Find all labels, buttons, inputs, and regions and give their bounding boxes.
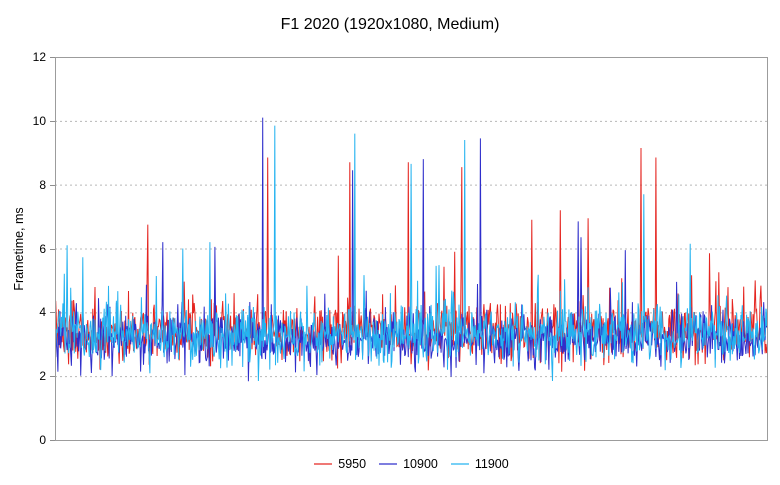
y-tick-mark-4 <box>50 312 55 313</box>
legend-item-10900: 10900 <box>379 457 438 471</box>
y-tick-label-10: 10 <box>32 113 46 128</box>
legend-line-icon <box>450 463 469 465</box>
y-tick-label-4: 4 <box>39 305 46 320</box>
y-tick-mark-10 <box>50 121 55 122</box>
y-tick-mark-6 <box>50 249 55 250</box>
y-tick-mark-2 <box>50 376 55 377</box>
legend-line-icon <box>314 463 333 465</box>
series-line-11900 <box>55 125 768 382</box>
y-tick-label-0: 0 <box>39 433 46 447</box>
legend-item-11900: 11900 <box>450 457 509 471</box>
legend-label: 10900 <box>403 457 438 471</box>
legend-item-5950: 5950 <box>314 457 366 471</box>
legend: 5950 10900 11900 <box>55 455 768 473</box>
y-tick-label-6: 6 <box>39 241 46 256</box>
y-tick-mark-8 <box>50 185 55 186</box>
y-tick-mark-12 <box>50 57 55 58</box>
legend-line-icon <box>379 463 398 465</box>
chart-title: F1 2020 (1920x1080, Medium) <box>280 16 500 33</box>
plot-area <box>55 57 768 441</box>
y-tick-label-8: 8 <box>39 177 46 192</box>
y-tick-label-2: 2 <box>39 369 46 384</box>
plot-border <box>55 57 768 441</box>
y-tick-mark-0 <box>50 440 55 441</box>
y-tick-label-12: 12 <box>32 50 46 64</box>
legend-label: 5950 <box>338 457 367 471</box>
legend-label: 11900 <box>474 457 509 471</box>
